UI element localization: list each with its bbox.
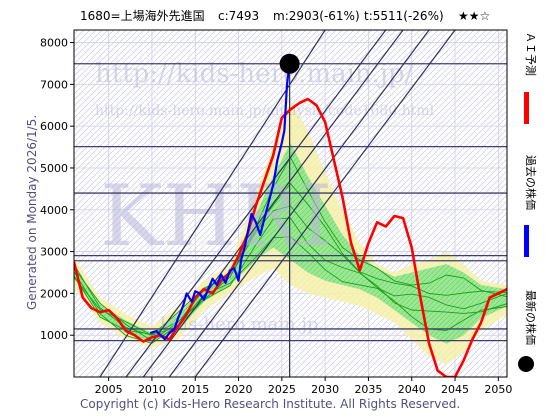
x-tick-label: 2005 (95, 383, 123, 396)
legend-latest-marker (518, 356, 534, 372)
scenario-line (74, 156, 507, 336)
x-tick-label: 2015 (181, 383, 209, 396)
x-tick-label: 2050 (484, 383, 512, 396)
header-current: c:7493 (218, 9, 259, 23)
series (74, 63, 507, 377)
ai-forecast-line (74, 97, 507, 377)
legend-ai-label: ＡＩ予測 (524, 32, 538, 76)
current-price-marker (279, 53, 300, 74)
header-stars: ★★☆ (458, 9, 490, 23)
legend-latest-label: 最新の株価 (524, 290, 538, 345)
x-tick-label: 2045 (441, 383, 469, 396)
header-target: t:5511(-26%) (364, 9, 444, 23)
y-tick-label: 1000 (40, 329, 68, 342)
past-price-line (149, 63, 291, 341)
y-tick-label: 4000 (40, 204, 68, 217)
trend-line (142, 30, 404, 377)
x-tick-label: 2025 (268, 383, 296, 396)
x-tick-label: 2010 (138, 383, 166, 396)
x-tick-label: 2030 (311, 383, 339, 396)
current-marker (279, 53, 300, 74)
y-tick-label: 8000 (40, 37, 68, 50)
copyright: Copyright (c) Kids-Hero Research Institu… (80, 397, 460, 411)
trend-line (168, 30, 430, 377)
y-tick-label: 6000 (40, 120, 68, 133)
legend-past-swatch (524, 225, 529, 257)
legend-ai-swatch (524, 92, 529, 124)
axes: 2005 2010 2015 2020 2025 2030 2035 2040 2045 2050… (40, 37, 512, 396)
y-tick-label: 7000 (40, 78, 68, 91)
x-tick-label: 2020 (225, 383, 253, 396)
plot-frame (73, 29, 508, 378)
scenario-line (74, 205, 507, 336)
generated-label: Generated on Monday 2026/1/5. (25, 115, 39, 310)
x-tick-label: 2040 (398, 383, 426, 396)
legend-past-label: 過去の株価 (524, 155, 538, 210)
y-tick-label: 2000 (40, 287, 68, 300)
x-tick-label: 2035 (354, 383, 382, 396)
watermark-main: KHRI (100, 167, 332, 265)
y-tick-label: 3000 (40, 246, 68, 259)
plot-area: KHRI http://kids-hero.main.jp/ http://ki… (74, 30, 507, 377)
watermark-url3: kids-hero.main.jp (160, 314, 319, 335)
band-inner (74, 142, 507, 344)
watermark-url2: http://kids-hero.main.jp/analysis/code16… (95, 103, 435, 119)
header-middle: m:2903(-61%) (273, 9, 360, 23)
scenario-line (74, 217, 507, 335)
y-tick-label: 5000 (40, 162, 68, 175)
legend: ＡＩ予測 過去の株価 最新の株価 (518, 32, 538, 372)
header-title: 1680=上場海外先進国 (80, 8, 205, 23)
trend-line (194, 30, 456, 377)
